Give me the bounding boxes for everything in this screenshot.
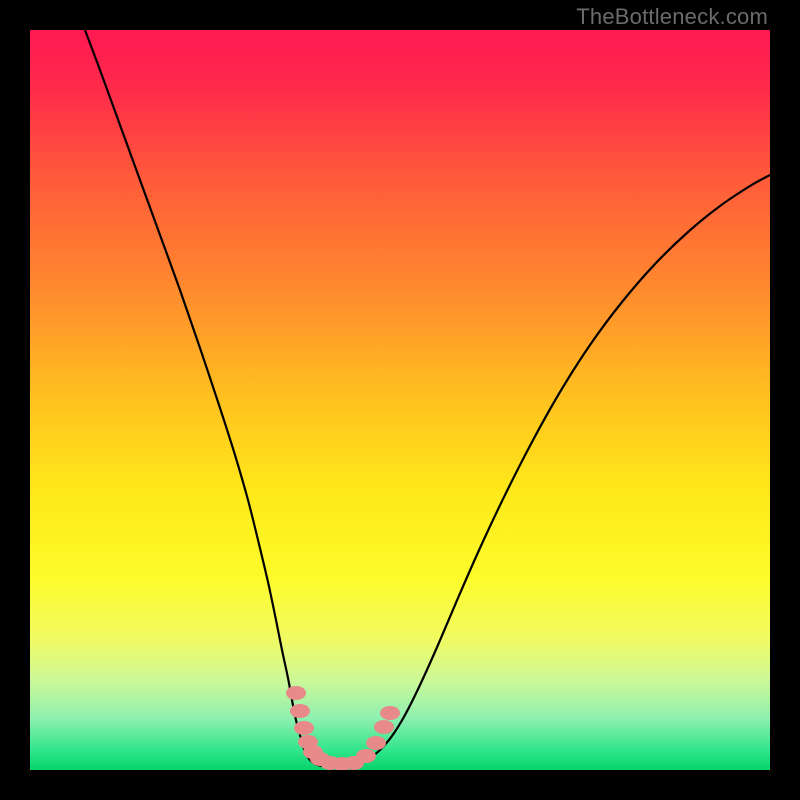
plot-area [30, 30, 770, 770]
watermark-label: TheBottleneck.com [576, 4, 768, 30]
gradient-background [30, 30, 770, 770]
chart-frame: TheBottleneck.com [0, 0, 800, 800]
